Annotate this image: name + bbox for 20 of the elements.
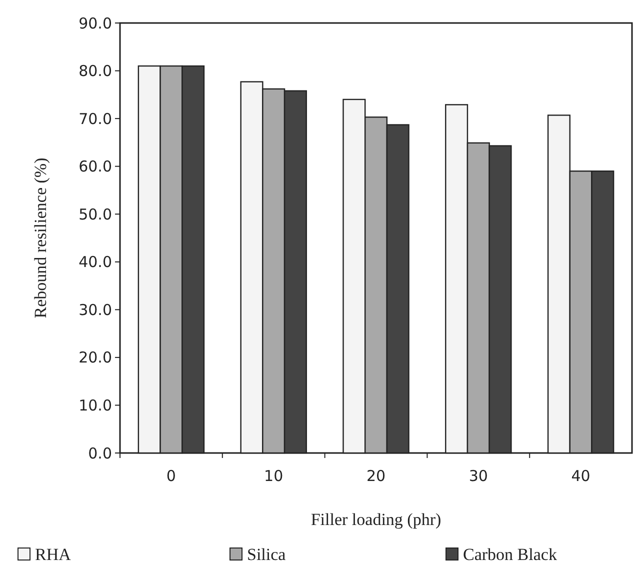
x-tick-label: 20 (366, 467, 386, 485)
x-tick-label: 10 (264, 467, 284, 485)
y-tick-label: 20.0 (78, 348, 112, 367)
legend-label: Silica (247, 545, 286, 564)
x-tick-label: 40 (571, 467, 590, 485)
y-tick-label: 0.0 (88, 444, 112, 462)
y-tick-label: 70.0 (78, 110, 112, 128)
x-axis-title: Filler loading (phr) (310, 510, 442, 529)
y-tick-label: 40.0 (78, 253, 112, 272)
y-tick-label: 90.0 (78, 14, 112, 32)
y-tick-label: 80.0 (78, 62, 112, 80)
x-tick-label: 0 (166, 467, 176, 485)
y-tick-label: 10.0 (78, 396, 112, 414)
legend-label: RHA (35, 545, 72, 564)
x-tick-label: 30 (468, 467, 488, 485)
y-tick-label: 50.0 (78, 205, 112, 224)
legend-label: Carbon Black (463, 545, 558, 564)
y-axis-title: Rebound resilience (%) (31, 158, 50, 318)
y-tick-label: 30.0 (78, 300, 112, 319)
y-tick-label: 60.0 (78, 158, 112, 176)
